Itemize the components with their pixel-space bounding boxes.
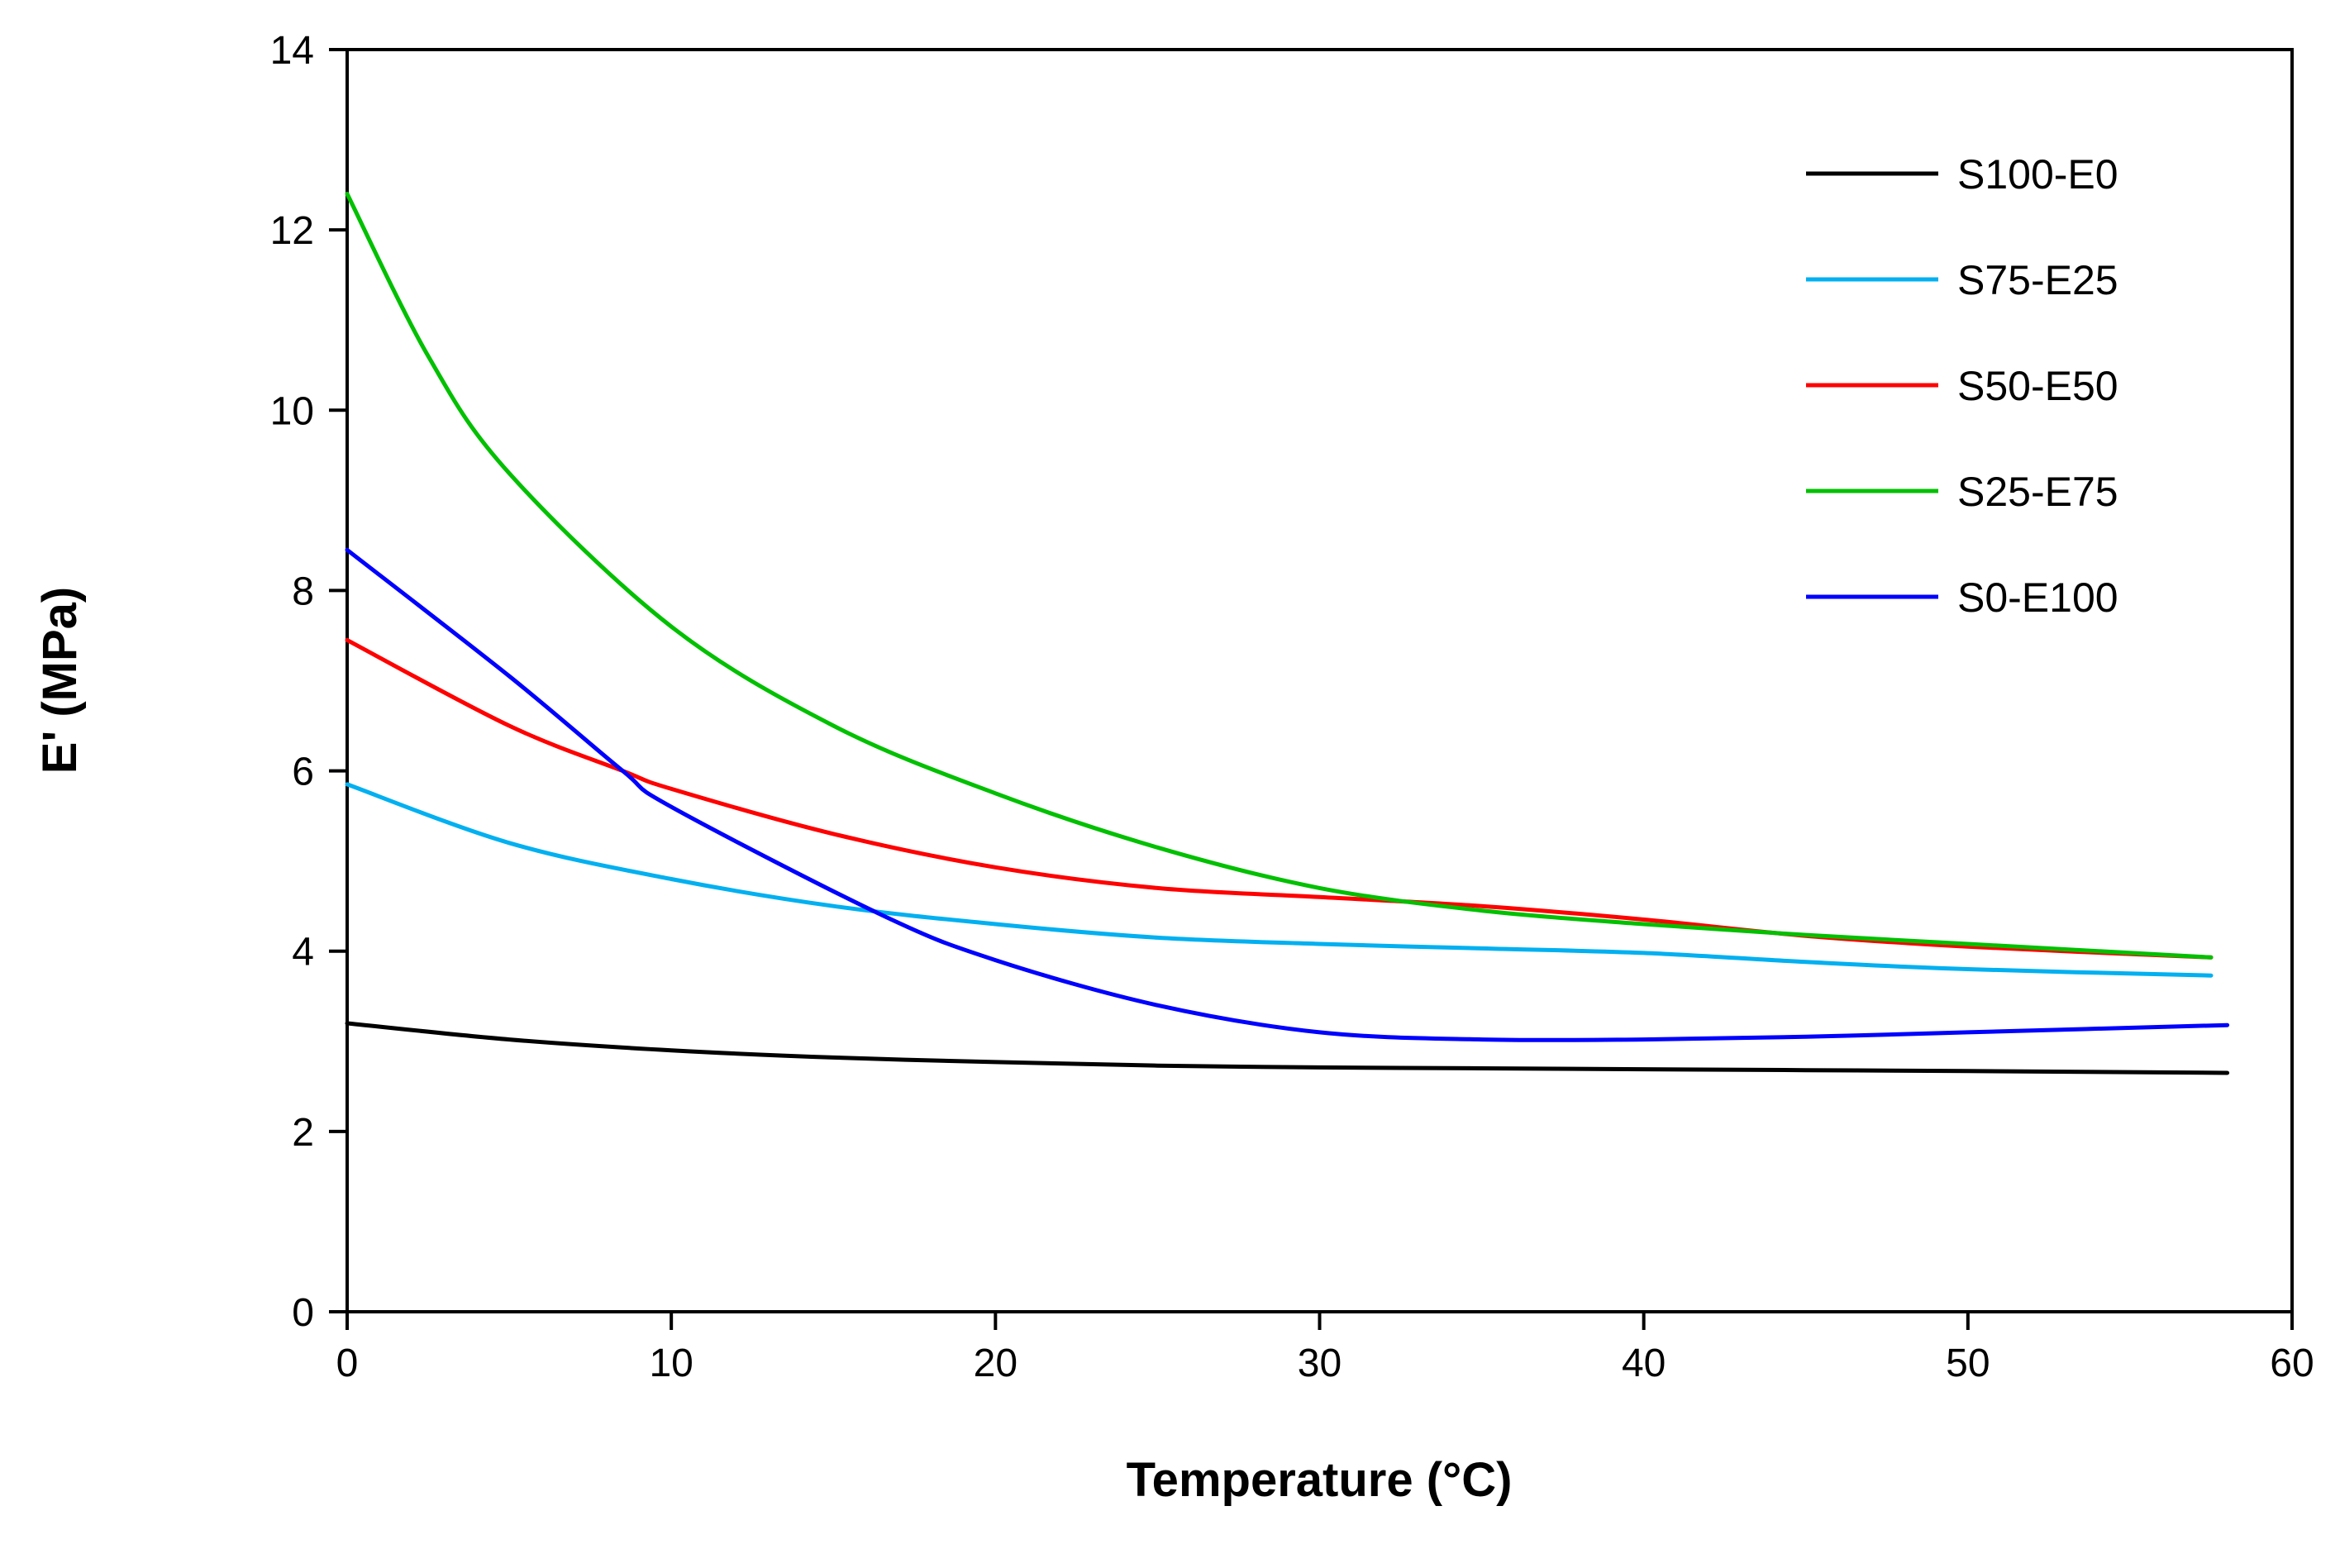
y-tick-label: 6 — [292, 751, 314, 794]
legend-label-s25-e75: S25-E75 — [1957, 469, 2118, 515]
x-tick-label: 50 — [1946, 1342, 1990, 1385]
y-tick-label: 4 — [292, 931, 314, 975]
y-tick-label: 10 — [270, 389, 314, 433]
series-line-s50-e50 — [345, 637, 2214, 960]
x-tick-label: 30 — [1298, 1342, 1342, 1385]
legend-label-s75-e25: S75-E25 — [1957, 257, 2118, 303]
x-tick-label: 0 — [336, 1342, 359, 1385]
plot-area-frame — [346, 48, 2294, 1313]
series-line-s25-e75 — [345, 192, 2214, 960]
y-axis-title: E' (MPa) — [33, 587, 87, 774]
series-line-s100-e0 — [345, 1021, 2230, 1075]
y-axis-ticks: 0 2 4 6 8 10 12 14 — [270, 29, 347, 1335]
y-tick-label: 12 — [270, 209, 314, 253]
legend: S100-E0 S75-E25 S50-E50 S25-E75 S0-E100 — [1806, 151, 2118, 621]
x-tick-label: 40 — [1622, 1342, 1666, 1385]
legend-label-s0-e100: S0-E100 — [1957, 574, 2118, 621]
legend-label-s50-e50: S50-E50 — [1957, 363, 2118, 409]
y-tick-label: 14 — [270, 29, 314, 73]
legend-label-s100-e0: S100-E0 — [1957, 151, 2118, 198]
x-axis-ticks: 0 10 20 30 40 50 60 — [336, 1312, 2314, 1385]
y-tick-label: 0 — [292, 1291, 314, 1335]
x-tick-label: 60 — [2270, 1342, 2314, 1385]
y-tick-label: 8 — [292, 570, 314, 613]
series-line-s0-e100 — [345, 547, 2230, 1042]
series-line-s75-e25 — [345, 782, 2214, 978]
x-tick-label: 10 — [649, 1342, 693, 1385]
series-lines — [345, 192, 2230, 1075]
x-axis-title: Temperature (°C) — [1127, 1453, 1513, 1507]
y-tick-label: 2 — [292, 1111, 314, 1155]
x-tick-label: 20 — [974, 1342, 1017, 1385]
